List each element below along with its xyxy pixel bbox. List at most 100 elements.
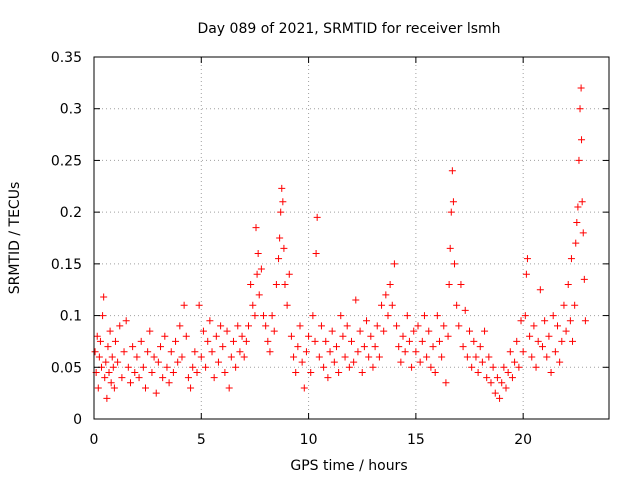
y-tick-label: 0 — [73, 412, 82, 428]
data-point — [440, 322, 448, 330]
data-point — [536, 286, 544, 294]
data-point — [91, 348, 99, 356]
data-point — [214, 358, 222, 366]
data-point — [532, 363, 540, 371]
data-point — [157, 343, 165, 351]
data-point — [375, 353, 383, 361]
data-point — [367, 332, 375, 340]
data-point — [217, 322, 225, 330]
data-point — [571, 301, 579, 309]
data-point — [106, 327, 114, 335]
data-point — [345, 363, 353, 371]
x-tick-label: 5 — [197, 432, 206, 448]
data-point — [122, 317, 130, 325]
data-point — [270, 327, 278, 335]
data-point — [172, 337, 180, 345]
data-point — [341, 353, 349, 361]
data-point — [433, 312, 441, 320]
data-point — [547, 368, 555, 376]
data-point — [167, 348, 175, 356]
data-point — [343, 322, 351, 330]
data-point — [135, 374, 143, 382]
data-point — [204, 337, 212, 345]
data-point — [229, 337, 237, 345]
y-tick-label: 0.3 — [60, 102, 82, 118]
data-point — [380, 327, 388, 335]
data-point — [576, 105, 584, 113]
data-point — [187, 384, 195, 392]
data-point — [227, 353, 235, 361]
data-points — [91, 84, 589, 402]
data-point — [526, 332, 534, 340]
data-point — [95, 353, 103, 361]
data-point — [577, 84, 585, 92]
data-point — [354, 348, 362, 356]
data-point — [369, 363, 377, 371]
data-point — [184, 374, 192, 382]
data-point — [541, 317, 549, 325]
data-point — [459, 343, 467, 351]
data-point — [410, 327, 418, 335]
data-point — [208, 348, 216, 356]
data-point — [298, 358, 306, 366]
data-point — [457, 281, 465, 289]
data-point — [322, 337, 330, 345]
data-point — [101, 374, 109, 382]
data-point — [530, 322, 538, 330]
data-point — [137, 337, 145, 345]
data-point — [523, 255, 531, 263]
data-point — [234, 322, 242, 330]
data-point — [210, 374, 218, 382]
data-point — [242, 337, 250, 345]
data-point — [223, 327, 231, 335]
data-point — [365, 353, 373, 361]
data-point — [485, 353, 493, 361]
data-point — [506, 348, 514, 356]
data-point — [100, 293, 108, 301]
y-tick-label: 0.15 — [51, 257, 82, 273]
data-point — [356, 327, 364, 335]
data-point — [281, 281, 289, 289]
chart-title: Day 089 of 2021, SRMTID for receiver lsm… — [197, 21, 500, 37]
data-point — [420, 312, 428, 320]
grid — [94, 57, 609, 419]
y-tick-label: 0.1 — [60, 309, 82, 325]
data-point — [212, 332, 220, 340]
data-point — [268, 312, 276, 320]
data-point — [363, 317, 371, 325]
data-point — [219, 343, 227, 351]
data-point — [554, 322, 561, 330]
data-point — [384, 312, 392, 320]
data-point — [294, 343, 302, 351]
data-point — [277, 208, 285, 216]
data-point — [543, 353, 551, 361]
x-axis-title: GPS time / hours — [290, 458, 407, 474]
data-point — [114, 358, 122, 366]
data-point — [118, 374, 126, 382]
data-point — [139, 363, 147, 371]
data-point — [309, 312, 317, 320]
data-point — [191, 348, 199, 356]
data-point — [206, 317, 214, 325]
data-point — [442, 379, 450, 387]
data-point — [564, 281, 572, 289]
data-point — [431, 368, 439, 376]
data-point — [240, 353, 248, 361]
data-point — [262, 322, 270, 330]
y-tick-label: 0.2 — [60, 205, 82, 221]
data-point — [496, 394, 504, 402]
data-point — [245, 322, 252, 330]
data-point — [108, 353, 116, 361]
data-point — [315, 353, 323, 361]
data-point — [105, 368, 113, 376]
data-point — [150, 353, 158, 361]
data-point — [408, 363, 416, 371]
data-point — [515, 363, 523, 371]
data-point — [260, 312, 268, 320]
data-point — [148, 368, 156, 376]
data-point — [197, 353, 205, 361]
data-point — [154, 358, 162, 366]
data-point — [418, 337, 426, 345]
data-point — [461, 306, 469, 314]
data-point — [388, 301, 396, 309]
